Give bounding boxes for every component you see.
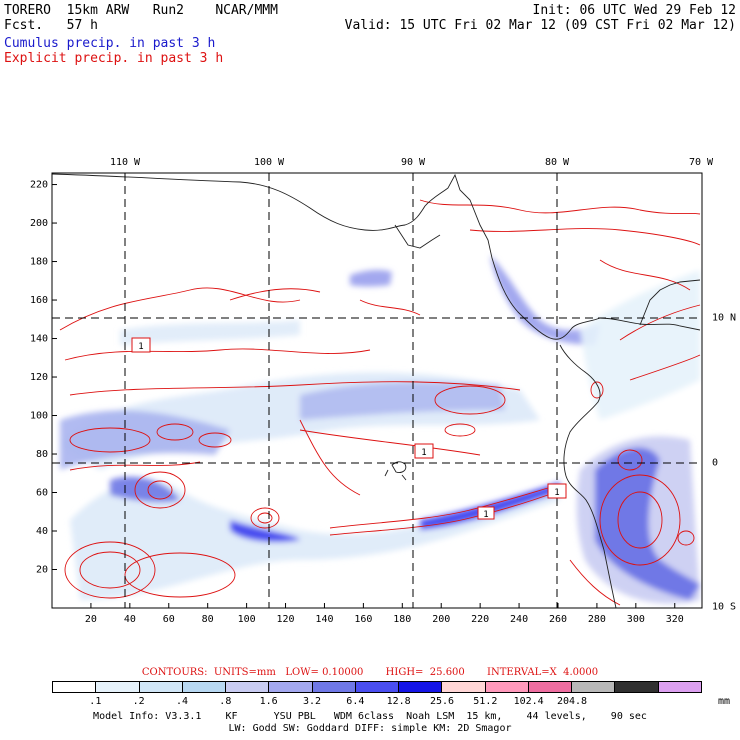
x-tick-label: 240 <box>510 614 528 625</box>
lat-label-10s: 10 S <box>712 601 737 613</box>
x-tick-label: 160 <box>354 614 372 625</box>
model-info-line2: LW: Godd SW: Goddard DIFF: simple KM: 2D… <box>228 723 512 734</box>
lat-label-10n: 10 N <box>712 312 737 324</box>
y-tick-label: 20 <box>36 565 48 576</box>
plot-frame <box>51 172 703 609</box>
scale-tick: 1.6 <box>259 696 278 707</box>
max-markers: 1 1 1 1 <box>131 337 567 520</box>
y-tick-label: 60 <box>36 488 48 499</box>
scale-tick: 3.2 <box>302 696 322 707</box>
legend-explicit: Explicit precip. in past 3 h <box>4 51 224 66</box>
scale-swatch <box>572 682 616 692</box>
scale-tick: 204.8 <box>556 696 588 707</box>
explicit-precip-contours <box>59 199 701 606</box>
x-tick-label: 320 <box>666 614 684 625</box>
scale-swatch <box>182 682 227 692</box>
model-info-line1: Model Info: V3.3.1 KF YSU PBL WDM 6class… <box>93 711 647 722</box>
scale-swatch <box>399 682 443 692</box>
cumulus-precip-shading <box>60 255 700 604</box>
max-box-4: 1 <box>483 510 488 520</box>
legend-cumulus: Cumulus precip. in past 3 h <box>4 36 216 51</box>
plot-title: TORERO 15km ARW Run2 NCAR/MMM <box>4 3 278 18</box>
scale-swatch <box>53 682 97 692</box>
y-tick-label: 100 <box>30 411 48 422</box>
axis-ticks: 20 40 60 80 100 120 140 160 180 200 220 240 260 280 30… <box>30 180 684 625</box>
lon-label-70w: 70 W <box>688 157 714 168</box>
scale-swatch <box>269 682 313 692</box>
scale-swatch <box>485 682 529 692</box>
scale-tick: .8 <box>219 696 232 707</box>
scale-tick: .1 <box>89 696 102 707</box>
scale-swatch <box>658 682 701 692</box>
x-tick-label: 60 <box>163 614 175 625</box>
scale-tick: 12.8 <box>386 696 411 707</box>
y-tick-label: 200 <box>30 218 48 229</box>
x-tick-label: 120 <box>277 614 295 625</box>
x-tick-label: 260 <box>549 614 567 625</box>
scale-swatch <box>96 682 140 692</box>
forecast-hour: Fcst. 57 h <box>4 18 98 33</box>
y-tick-label: 120 <box>30 372 48 383</box>
valid-time: Valid: 15 UTC Fri 02 Mar 12 (09 CST Fri … <box>344 18 736 33</box>
lon-label-80w: 80 W <box>544 157 570 168</box>
x-tick-label: 300 <box>627 614 645 625</box>
scale-swatch <box>226 682 270 692</box>
scale-tick: 102.4 <box>513 696 544 707</box>
scale-units: mm <box>718 696 731 707</box>
x-tick-label: 20 <box>85 614 97 625</box>
scale-tick: .4 <box>175 696 189 707</box>
x-tick-label: 140 <box>315 614 333 625</box>
x-tick-label: 40 <box>124 614 136 625</box>
contour-info: CONTOURS: UNITS=mm LOW= 0.10000 HIGH= 25… <box>141 667 599 678</box>
y-tick-label: 40 <box>36 526 48 537</box>
lat-label-0: 0 <box>712 457 719 469</box>
scale-swatch <box>139 682 183 692</box>
scale-tick: 6.4 <box>346 696 365 707</box>
y-tick-label: 180 <box>30 257 48 268</box>
max-box-2: 1 <box>421 448 426 458</box>
max-box-3: 1 <box>554 488 559 498</box>
x-tick-label: 220 <box>471 614 489 625</box>
scale-swatch <box>615 682 659 692</box>
lon-label-100w: 100 W <box>253 157 285 168</box>
scale-swatch <box>312 682 356 692</box>
lon-label-90w: 90 W <box>400 157 426 168</box>
x-tick-label: 200 <box>432 614 450 625</box>
scale-tick: 51.2 <box>473 696 498 707</box>
scale-tick: .2 <box>132 696 145 707</box>
latlon-grid <box>52 173 702 608</box>
scale-swatch <box>355 682 400 692</box>
precip-color-scale <box>52 681 702 693</box>
max-box-1: 1 <box>138 342 143 352</box>
x-tick-label: 280 <box>588 614 606 625</box>
y-tick-label: 140 <box>30 334 48 345</box>
init-time: Init: 06 UTC Wed 29 Feb 12 <box>532 3 737 18</box>
y-tick-label: 160 <box>30 295 48 306</box>
x-tick-label: 80 <box>202 614 214 625</box>
y-tick-label: 220 <box>30 180 48 191</box>
scale-swatch <box>442 682 486 692</box>
scale-tick: 25.6 <box>429 696 455 707</box>
x-tick-label: 100 <box>238 614 256 625</box>
lon-label-110w: 110 W <box>109 157 141 168</box>
y-tick-label: 80 <box>36 449 48 460</box>
x-tick-label: 180 <box>393 614 411 625</box>
scale-swatch <box>528 682 573 692</box>
